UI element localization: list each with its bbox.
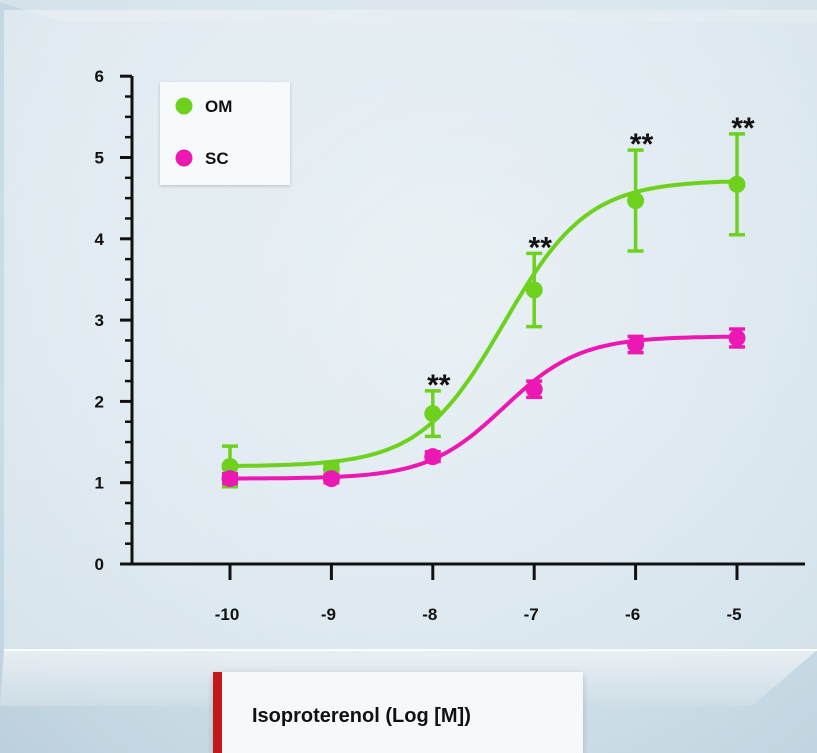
panel-backdrop xyxy=(0,0,817,706)
significance-annotations: ** ** ** ** xyxy=(427,112,755,402)
fit-curve-om xyxy=(228,179,739,468)
x-axis-label: Isoproterenol (Log [M]) xyxy=(252,705,471,727)
significance-marker: ** xyxy=(731,112,755,145)
x-tick-label: -7 xyxy=(524,605,539,624)
y-tick-label: 0 xyxy=(95,555,104,574)
x-tick-label: -5 xyxy=(726,605,741,624)
y-tick-label: 1 xyxy=(95,474,104,493)
legend-label-om: OM xyxy=(205,97,232,116)
x-tick-label: -8 xyxy=(422,605,437,624)
x-tick-label: -6 xyxy=(625,605,640,624)
legend: OM SC xyxy=(175,97,232,168)
data-point-sc xyxy=(424,448,442,466)
data-point-sc xyxy=(728,329,746,347)
legend-marker-om xyxy=(175,97,193,115)
legend-label-sc: SC xyxy=(205,149,229,168)
fit-curve-sc xyxy=(228,334,739,481)
data-point-om xyxy=(728,175,746,193)
data-point-om xyxy=(525,281,543,299)
fit-curves xyxy=(228,179,739,481)
y-tick-label: 2 xyxy=(95,392,104,411)
y-tick-label: 4 xyxy=(95,230,105,249)
y-tick-label: 5 xyxy=(95,149,104,168)
x-tick-label: -10 xyxy=(215,605,240,624)
y-tick-label: 3 xyxy=(95,311,104,330)
data-point-sc xyxy=(627,335,645,353)
y-tick-label: 6 xyxy=(95,67,104,86)
x-axis-label-box: Isoproterenol (Log [M]) xyxy=(213,672,583,753)
legend-marker-sc xyxy=(175,149,193,167)
significance-marker: ** xyxy=(529,231,553,264)
data-point-om xyxy=(627,192,645,210)
data-point-sc xyxy=(221,470,239,488)
data-point-om xyxy=(221,457,239,475)
data-point-sc xyxy=(322,470,340,488)
significance-marker: ** xyxy=(427,369,451,402)
significance-marker: ** xyxy=(630,128,654,161)
data-point-om xyxy=(424,405,442,423)
x-tick-label: -9 xyxy=(321,605,336,624)
axes: 0 1 2 3 4 5 6 -10 -9 -8 -7 -6 -5 xyxy=(95,67,805,624)
data-points xyxy=(221,175,746,488)
data-point-sc xyxy=(525,380,543,398)
